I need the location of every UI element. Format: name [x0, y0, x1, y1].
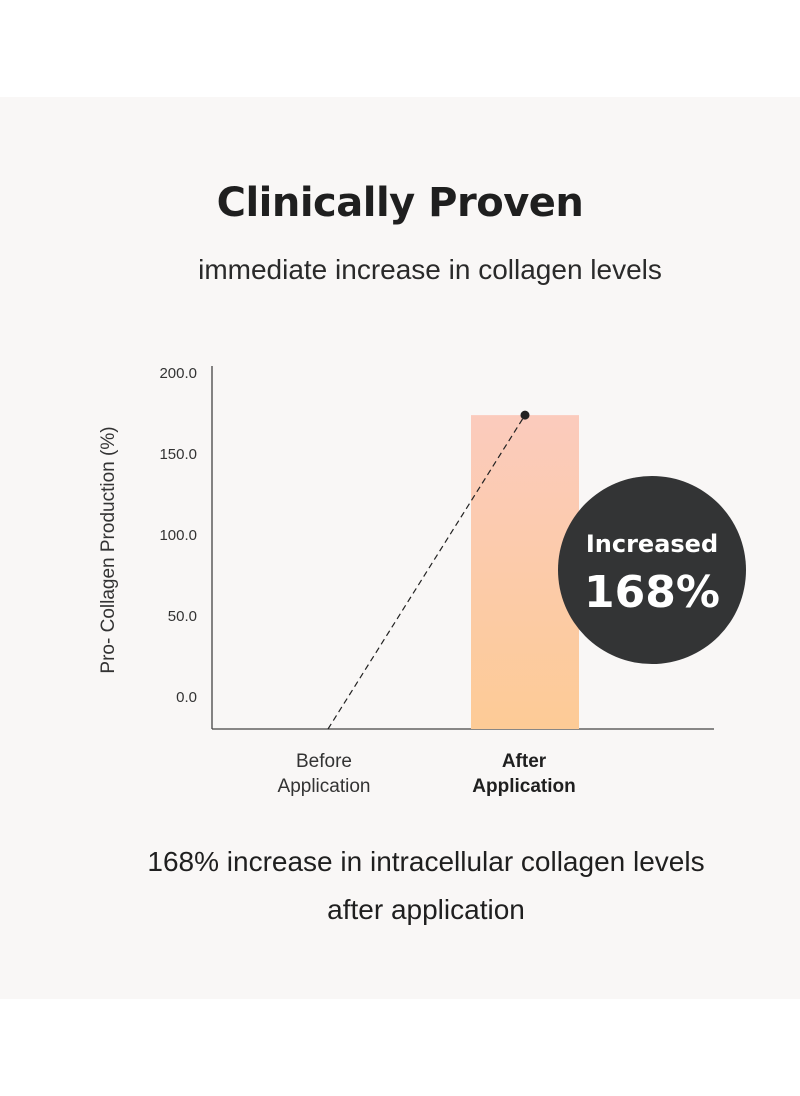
y-tick-label: 200.0 — [159, 365, 197, 382]
x-category-label: After — [502, 751, 547, 772]
page-title: Clinically Proven — [216, 180, 584, 226]
x-category-label: Application — [472, 776, 575, 797]
badge-label: Increased — [586, 530, 718, 558]
y-tick-label: 100.0 — [159, 527, 197, 544]
badge-circle — [558, 476, 746, 664]
trend-line — [327, 414, 526, 730]
x-category-label: Application — [278, 776, 371, 797]
x-category-label: Before — [296, 751, 352, 772]
page-subtitle: immediate increase in collagen levels — [198, 254, 662, 285]
increase-badge: Increased 168% — [558, 476, 746, 664]
caption-line-1: 168% increase in intracellular collagen … — [147, 846, 705, 877]
y-tick-label: 150.0 — [159, 446, 197, 463]
y-tick-label: 0.0 — [176, 689, 197, 706]
trend-end-point — [520, 410, 530, 420]
badge-value: 168% — [584, 567, 720, 618]
y-axis-label: Pro- Collagen Production (%) — [98, 426, 119, 673]
caption-line-2: after application — [327, 894, 525, 925]
y-tick-label: 50.0 — [168, 608, 197, 625]
